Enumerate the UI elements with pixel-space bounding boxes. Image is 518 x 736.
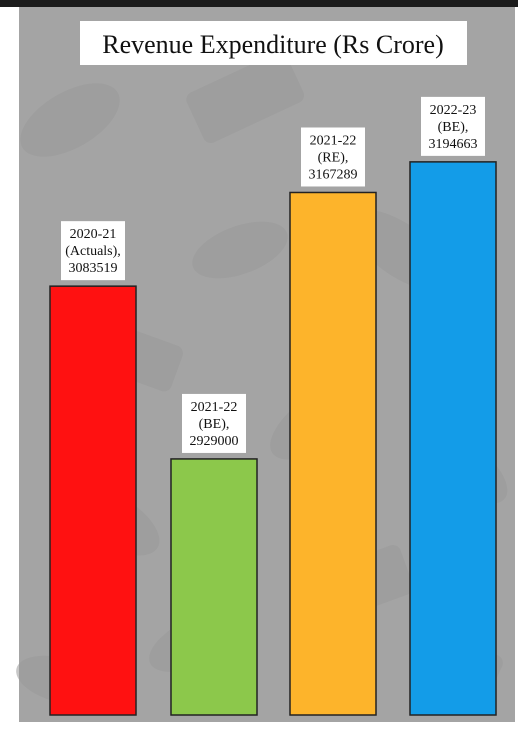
data-label-2-line-1: 2021-22 (191, 400, 238, 415)
bars-layer (49, 161, 497, 716)
data-label-box-2 (182, 393, 246, 453)
data-label-box-1 (61, 221, 125, 281)
data-label-1: 2020-21 (Actuals), 3083519 (65, 227, 121, 276)
chart-title: Revenue Expenditure (Rs Crore) (102, 30, 444, 59)
data-label-3: 2021-22 (RE), 3167289 (309, 133, 358, 182)
bar-1 (49, 285, 137, 716)
data-label-2: 2021-22 (BE), 2929000 (190, 400, 239, 449)
data-label-1-line-1: 2020-21 (70, 227, 117, 242)
data-label-4-line-2: (BE), (438, 120, 469, 135)
data-label-3-line-3: 3167289 (309, 167, 358, 182)
data-label-2-line-3: 2929000 (190, 434, 239, 449)
data-label-box-3 (301, 127, 365, 187)
data-label-4-line-1: 2022-23 (430, 103, 477, 118)
data-label-2-line-2: (BE), (199, 417, 230, 432)
top-frame-bar (0, 0, 518, 7)
data-label-box-4 (421, 96, 485, 156)
data-label-1-line-2: (Actuals), (65, 244, 121, 259)
bar-2 (170, 458, 258, 716)
bar-4 (409, 161, 497, 716)
data-label-3-line-1: 2021-22 (310, 133, 357, 148)
title-box (80, 21, 467, 65)
data-label-3-line-2: (RE), (318, 150, 349, 165)
bar-3 (289, 191, 377, 716)
data-label-1-line-3: 3083519 (69, 261, 118, 276)
data-label-4-line-3: 3194663 (429, 137, 478, 152)
data-label-4: 2022-23 (BE), 3194663 (429, 103, 478, 152)
data-labels-layer: 2020-21 (Actuals), 3083519 2021-22 (BE), 2929… (61, 96, 485, 453)
